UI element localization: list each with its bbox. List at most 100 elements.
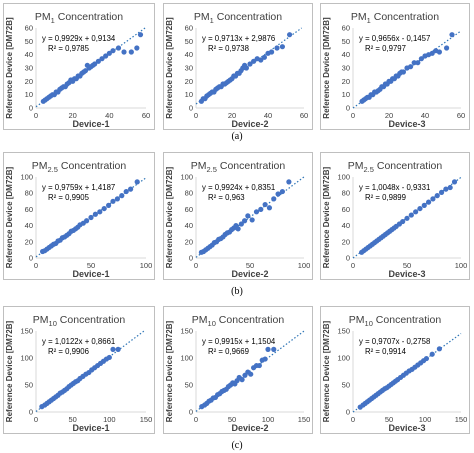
- data-point: [436, 49, 442, 55]
- x-axis-label: Device-1: [72, 119, 109, 129]
- trend-equation: y = 0,9915x + 1,1504: [202, 337, 276, 346]
- scatter-chart: PM10 Concentration 0 50 100 150 0 50 100 150 Devi…: [165, 314, 311, 433]
- scatter-chart: PM1 Concentration 0 20 40 60 0 10 20 30 40 50 60 Dev…: [322, 11, 465, 129]
- y-tick-label: 20: [342, 237, 350, 246]
- panel-pm10-device3: PM10 Concentration 0 50 100 150 0 50 100 150 Devi…: [320, 306, 470, 434]
- data-point: [134, 45, 140, 51]
- y-tick-label: 100: [20, 173, 33, 182]
- y-tick-label: 20: [185, 237, 193, 246]
- data-point: [447, 184, 453, 191]
- x-tick-label: 100: [262, 415, 275, 424]
- data-point: [417, 205, 423, 212]
- y-axis-label: Reference Device [DM72B]: [322, 166, 331, 268]
- chart-title-sub: 2.5: [364, 165, 374, 174]
- data-point: [103, 53, 109, 59]
- data-point: [279, 44, 285, 50]
- data-point: [134, 179, 140, 185]
- y-axis-label: Reference Device [DM72B]: [322, 17, 331, 119]
- x-tick-label: 0: [194, 111, 198, 120]
- data-point: [99, 56, 105, 62]
- y-tick-label: 100: [20, 354, 33, 363]
- panel-pm1-device3: PM1 Concentration 0 20 40 60 0 10 20 30 40 50 60 Dev…: [320, 3, 470, 130]
- data-point: [248, 371, 254, 377]
- data-point: [438, 189, 445, 195]
- x-tick-label: 40: [264, 111, 272, 120]
- chart-title-tail: Concentration: [373, 314, 441, 326]
- y-tick-label: 50: [25, 37, 33, 46]
- x-tick-label: 50: [403, 261, 411, 270]
- chart-title: PM2.5 Concentration: [348, 160, 443, 174]
- y-tick-label: 0: [346, 104, 350, 113]
- chart-title-base: PM: [35, 11, 51, 23]
- y-tick-label: 60: [342, 24, 350, 33]
- y-tick-label: 0: [346, 408, 350, 417]
- r-squared: R² = 0,9914: [365, 347, 407, 356]
- x-tick-label: 150: [298, 415, 311, 424]
- r-squared: R² = 0,9906: [48, 347, 89, 356]
- chart-title-tail: Concentration: [216, 314, 284, 326]
- x-tick-label: 50: [87, 261, 95, 270]
- data-point: [265, 346, 271, 352]
- y-tick-label: 40: [185, 50, 193, 59]
- chart-title-tail: Concentration: [217, 160, 285, 172]
- x-axis-label: Device-3: [388, 269, 425, 279]
- y-tick-label: 10: [25, 90, 33, 99]
- x-axis-label: Device-3: [388, 119, 425, 129]
- y-tick-label: 20: [25, 77, 33, 86]
- x-axis-label: Device-2: [231, 269, 268, 279]
- y-tick-label: 40: [342, 221, 350, 230]
- chart-title-base: PM: [349, 314, 365, 326]
- y-axis-label: Reference Device [DM72B]: [165, 166, 174, 268]
- caption-b: (b): [231, 286, 243, 297]
- y-tick-label: 0: [346, 254, 350, 263]
- data-point: [247, 61, 253, 67]
- x-tick-label: 50: [385, 415, 393, 424]
- data-point: [436, 346, 442, 352]
- y-tick-label: 0: [189, 254, 193, 263]
- data-point: [245, 213, 251, 219]
- data-point: [110, 346, 116, 352]
- data-point: [271, 346, 277, 352]
- y-tick-label: 80: [25, 189, 33, 198]
- y-tick-label: 60: [342, 205, 350, 214]
- trend-equation: y = 1,0122x + 0,8661: [42, 337, 115, 346]
- r-squared: R² = 0,9669: [208, 347, 249, 356]
- x-tick-label: 20: [68, 111, 76, 120]
- x-tick-label: 50: [246, 261, 254, 270]
- chart-title-sub: 10: [365, 319, 373, 328]
- chart-title-base: PM: [33, 314, 49, 326]
- chart-title-base: PM: [191, 160, 207, 172]
- y-tick-label: 10: [185, 90, 193, 99]
- y-tick-label: 20: [342, 77, 350, 86]
- chart-title-tail: Concentration: [371, 11, 439, 23]
- y-tick-label: 50: [25, 381, 33, 390]
- data-point: [106, 50, 112, 56]
- chart-title: PM10 Concentration: [33, 314, 126, 328]
- data-point: [235, 226, 241, 232]
- chart-title-sub: 10: [208, 319, 216, 328]
- chart-title-base: PM: [194, 11, 210, 23]
- data-point: [271, 196, 277, 202]
- x-tick-label: 20: [385, 111, 393, 120]
- y-tick-label: 20: [25, 237, 33, 246]
- data-point: [408, 212, 414, 218]
- chart-title-base: PM: [32, 160, 48, 172]
- chart-title-tail: Concentration: [57, 314, 125, 326]
- data-point: [114, 196, 120, 202]
- data-point: [137, 32, 144, 38]
- y-tick-label: 40: [342, 50, 350, 59]
- y-tick-label: 20: [185, 77, 193, 86]
- data-point: [279, 188, 285, 195]
- chart-title: PM1 Concentration: [194, 11, 282, 25]
- x-tick-label: 0: [351, 111, 355, 120]
- r-squared: R² = 0,9785: [48, 44, 90, 53]
- chart-title-tail: Concentration: [214, 11, 282, 23]
- data-point: [115, 346, 121, 352]
- y-axis-label: Reference Device [DM72B]: [5, 320, 14, 422]
- y-tick-label: 30: [25, 64, 33, 73]
- y-tick-label: 0: [29, 408, 33, 417]
- x-axis-label: Device-2: [231, 423, 268, 433]
- y-tick-label: 40: [25, 221, 33, 230]
- y-tick-label: 50: [185, 37, 193, 46]
- scatter-chart: PM1 Concentration 0 20 40 60 0 10 20 30 40 50 60 Dev…: [5, 11, 150, 129]
